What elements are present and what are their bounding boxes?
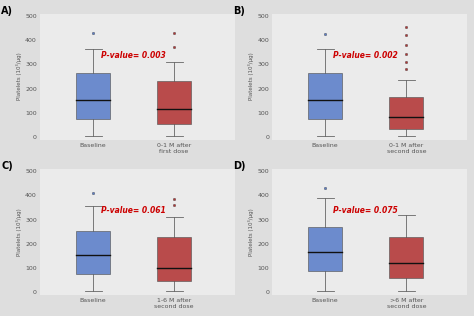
Text: P-value= 0.002: P-value= 0.002 <box>333 51 398 60</box>
Bar <box>308 73 342 119</box>
Bar <box>76 73 110 119</box>
Text: P-value= 0.075: P-value= 0.075 <box>333 206 398 215</box>
Y-axis label: Platelets (10³/μg): Platelets (10³/μg) <box>16 208 22 256</box>
Text: P-value= 0.061: P-value= 0.061 <box>101 206 166 215</box>
Bar <box>76 231 110 274</box>
Text: C): C) <box>1 161 13 171</box>
Y-axis label: Platelets (10³/μg): Platelets (10³/μg) <box>248 53 255 100</box>
Text: A): A) <box>1 6 13 16</box>
Bar <box>389 97 423 129</box>
Bar <box>308 227 342 270</box>
Bar <box>157 82 191 124</box>
Text: D): D) <box>234 161 246 171</box>
Y-axis label: Platelets (10³/μg): Platelets (10³/μg) <box>248 208 255 256</box>
Text: P-value= 0.003: P-value= 0.003 <box>101 51 166 60</box>
Bar <box>157 237 191 282</box>
Text: B): B) <box>234 6 246 16</box>
Bar <box>389 237 423 278</box>
Y-axis label: Platelets (10³/μg): Platelets (10³/μg) <box>16 53 22 100</box>
